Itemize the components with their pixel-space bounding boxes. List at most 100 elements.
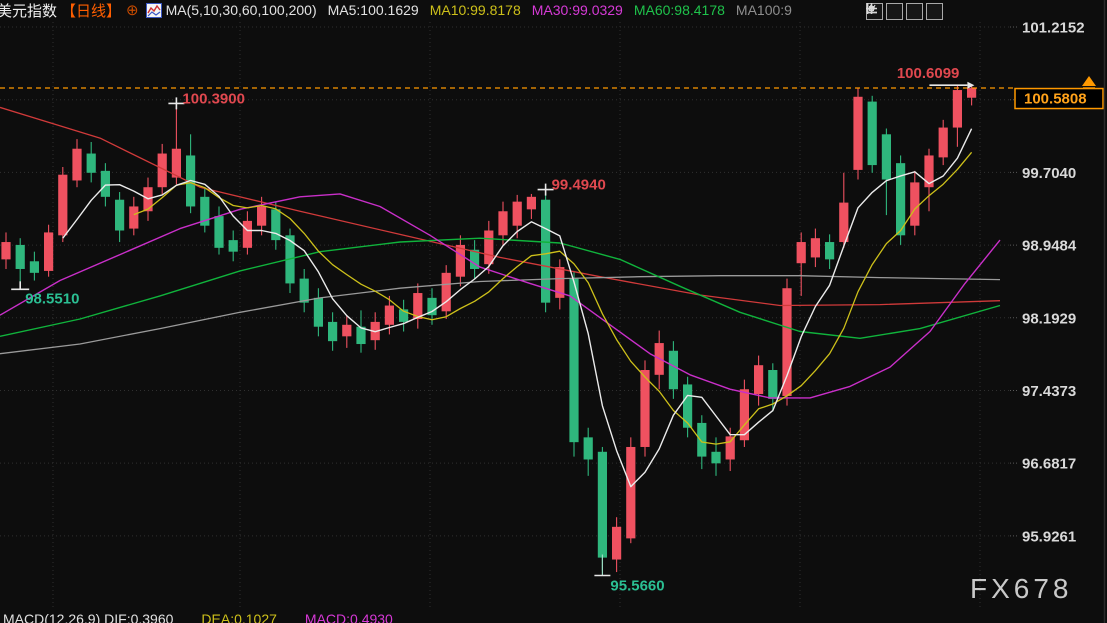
candle	[668, 350, 678, 390]
annotation-label: 98.5510	[25, 290, 79, 307]
chart-header: 美元指数 【日线】 ⊕ MA(5,10,30,60,100,200) MA5:1…	[0, 0, 792, 20]
candle	[782, 288, 792, 396]
candle	[157, 153, 167, 188]
ma-settings-label[interactable]: MA(5,10,30,60,100,200)	[165, 2, 317, 18]
candle	[597, 451, 607, 558]
instrument-title: 美元指数	[0, 2, 58, 20]
candle	[72, 148, 82, 181]
candle	[612, 526, 622, 560]
candle	[328, 321, 338, 342]
candle	[384, 305, 394, 325]
candle	[470, 249, 480, 269]
footer-indicator-value: MACD:0.4930	[304, 611, 393, 623]
candle	[512, 201, 522, 226]
chart-scale-right-icon[interactable]	[866, 3, 923, 20]
chart-scale-left-icon[interactable]	[866, 3, 903, 20]
candle	[100, 170, 110, 197]
axis-label: 96.6817	[1022, 456, 1076, 473]
annotation-label: 100.6099	[897, 65, 960, 82]
ma-line-ma100	[0, 275, 1001, 355]
ma-line-ma60	[0, 237, 1001, 339]
price-annotation: 99.4940	[537, 177, 606, 196]
watermark: FX678	[970, 573, 1073, 604]
candle	[683, 384, 693, 428]
candle	[15, 244, 25, 269]
ma-line-ma30	[0, 193, 1001, 399]
price-annotation: 100.3900	[168, 90, 245, 110]
candle	[29, 261, 39, 273]
current-price-box	[1014, 87, 1104, 110]
candle	[555, 267, 565, 298]
candle	[427, 297, 437, 316]
candle	[967, 88, 977, 98]
price-annotation: 95.5660	[594, 554, 665, 595]
candle	[697, 422, 707, 457]
candle	[725, 436, 735, 460]
candle	[938, 127, 948, 158]
chart-type-icon[interactable]	[145, 2, 162, 18]
candle	[498, 211, 508, 236]
candle	[754, 365, 764, 395]
high-arrow-marker	[967, 81, 975, 89]
candle	[626, 446, 636, 539]
axis-label: 98.9484	[1022, 238, 1077, 255]
annotation-label: 95.5660	[610, 578, 664, 595]
candle	[839, 202, 849, 243]
candle	[910, 182, 920, 226]
compare-icon[interactable]: ⊕	[126, 2, 139, 19]
price-annotation: 98.5510	[11, 281, 79, 307]
ma-line-ma10	[133, 151, 973, 445]
candle	[171, 148, 181, 178]
candle	[569, 278, 579, 443]
ma-value: MA5:100.1629	[327, 2, 419, 18]
candle	[583, 437, 593, 460]
candle	[441, 272, 451, 312]
candle	[867, 101, 877, 166]
candle	[58, 174, 68, 236]
candle	[541, 199, 551, 303]
candle	[881, 134, 891, 180]
ma-value: MA10:99.8178	[429, 2, 521, 18]
axis-label: 97.4373	[1022, 383, 1076, 400]
ma-value: MA60:98.4178	[633, 2, 725, 18]
candle	[484, 230, 494, 265]
ma-line-ma200	[0, 106, 1001, 307]
annotation-label: 100.3900	[182, 90, 245, 107]
candle	[115, 199, 125, 231]
candle	[242, 220, 252, 248]
candle	[526, 196, 536, 210]
candle	[768, 370, 778, 399]
candle	[896, 163, 906, 236]
footer-indicator-value: MACD(12,26,9) DIF:0.3960	[3, 611, 174, 623]
candles	[1, 85, 977, 573]
candle	[299, 278, 309, 303]
candle	[711, 451, 721, 464]
candle	[356, 326, 366, 345]
candle	[796, 242, 806, 264]
candle	[44, 232, 54, 271]
candle	[228, 240, 238, 252]
candle	[200, 196, 210, 226]
axis-label: 101.2152	[1022, 20, 1085, 37]
ma-values: MA5:100.1629 MA10:99.8178 MA30:99.0329 MA60…	[317, 2, 792, 18]
ma-value: MA100:9	[735, 2, 792, 18]
gridlines	[0, 22, 1018, 608]
candle	[952, 90, 962, 128]
current-price-value: 100.5808	[1024, 91, 1087, 108]
new-high-arrow-icon	[1082, 76, 1096, 87]
candle	[313, 297, 323, 327]
candle	[342, 324, 352, 337]
ma-line-ma5	[62, 128, 973, 488]
candle	[1, 242, 11, 260]
candle	[640, 370, 650, 447]
candle	[399, 309, 409, 322]
ma-value: MA30:99.0329	[531, 2, 623, 18]
annotation-label: 99.4940	[552, 177, 606, 194]
timeframe-label[interactable]: 【日线】	[61, 2, 122, 20]
candle	[129, 206, 139, 229]
candle	[86, 153, 96, 173]
pan-right-icon[interactable]	[866, 3, 943, 20]
candle	[853, 96, 863, 170]
